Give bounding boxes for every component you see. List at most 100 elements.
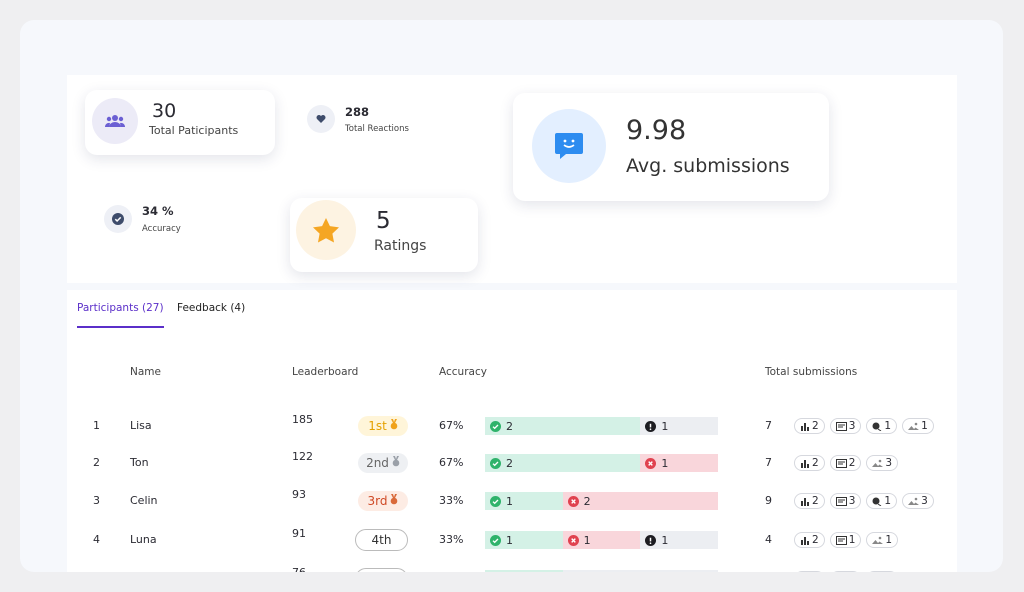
answer-segment: 1 xyxy=(640,531,718,549)
stat-label: Total Reactions xyxy=(345,124,409,134)
participants-icon xyxy=(92,98,138,144)
accuracy-percent: 67% xyxy=(439,456,464,469)
answer-segment: 1 xyxy=(640,454,718,472)
type-chip: 3 xyxy=(866,455,899,471)
answer-segment: 2 xyxy=(485,454,641,472)
table-row: 4 Luna 91 4th 33% 1 1 1 4 2 1 1 xyxy=(67,527,957,551)
type-count: 3 xyxy=(848,420,856,432)
medal-icon xyxy=(390,419,398,433)
rank: 3 xyxy=(93,494,100,507)
type-chip: 2 xyxy=(829,455,862,471)
answer-segment: 2 xyxy=(562,492,718,510)
total-submissions: 4 xyxy=(765,533,772,546)
type-count: 1 xyxy=(884,420,892,432)
score: 185 xyxy=(292,413,313,426)
type-count: 2 xyxy=(812,534,819,546)
type-chip: 3 xyxy=(829,493,862,509)
type-count: 3 xyxy=(885,457,893,469)
ratings-card: 5 Ratings xyxy=(290,198,478,272)
answer-segment: 1 xyxy=(485,492,563,510)
stat-value: 5 xyxy=(376,208,391,234)
column-header: Name xyxy=(130,366,161,378)
participant-name: Celin xyxy=(130,494,158,507)
type-count: 2 xyxy=(812,495,819,507)
submission-types: 2 3 1 1 xyxy=(794,418,934,434)
answer-segment: 2 xyxy=(562,570,718,572)
submissions-card: 9.98 Avg. submissions xyxy=(513,93,829,201)
rank-badge: 4th xyxy=(355,529,408,551)
table-panel: Name Leaderboard Accuracy Total submissi… xyxy=(67,290,957,572)
answer-count: 2 xyxy=(583,494,591,508)
answer-count: 1 xyxy=(506,533,513,547)
ratings-icon xyxy=(296,200,356,260)
app-frame: 30 Total Paticipants 288 Total Reactions… xyxy=(20,20,1003,572)
type-count: 1 xyxy=(885,534,893,546)
stat-value: 34 % xyxy=(142,204,174,218)
type-chip: 1 xyxy=(866,571,899,572)
type-chip: 1 xyxy=(902,418,934,434)
answer-segment: 1 xyxy=(485,570,563,572)
answer-count: 1 xyxy=(661,533,669,547)
stat-value: 30 xyxy=(152,100,177,122)
answer-segment: 1 xyxy=(640,417,718,435)
rank-badge: 3rd xyxy=(358,491,408,511)
participant-name: Ton xyxy=(130,456,149,469)
stat-label: Total Paticipants xyxy=(149,124,239,137)
stat-value: 288 xyxy=(345,105,370,119)
type-count: 2 xyxy=(848,457,856,469)
badge-text: 1st xyxy=(368,419,387,433)
total-submissions: 7 xyxy=(765,419,772,432)
answer-count: 1 xyxy=(583,533,591,547)
type-chip: 1 xyxy=(829,532,862,548)
type-count: 1 xyxy=(884,495,892,507)
score: 76 xyxy=(292,566,306,572)
answer-segment: 1 xyxy=(485,531,563,549)
type-chip: 1 xyxy=(866,493,898,509)
submission-types: 2 2 3 xyxy=(794,455,899,471)
submission-types: 2 1 1 xyxy=(794,532,899,548)
type-chip: 2 xyxy=(794,493,825,509)
column-header: Accuracy xyxy=(439,366,487,378)
rank: 4 xyxy=(93,533,100,546)
tab[interactable]: Feedback (4) xyxy=(177,302,246,314)
type-chip: 2 xyxy=(829,571,862,572)
stat-label: Avg. submissions xyxy=(626,155,790,177)
submissions-icon xyxy=(532,109,606,183)
rank-badge: 5th xyxy=(355,568,408,572)
total-submissions: 9 xyxy=(765,494,772,507)
type-count: 1 xyxy=(921,420,928,432)
participant-name: Lisa xyxy=(130,419,152,432)
accuracy-icon xyxy=(104,205,132,233)
rank: 1 xyxy=(93,419,100,432)
answer-count: 1 xyxy=(661,456,669,470)
type-chip: 1 xyxy=(866,418,898,434)
type-chip: 2 xyxy=(794,532,825,548)
participant-name: Luna xyxy=(130,533,157,546)
badge-text: 2nd xyxy=(366,456,389,470)
rank-badge: 1st xyxy=(358,416,408,436)
answer-count: 1 xyxy=(506,494,513,508)
accuracy-percent: 33% xyxy=(439,494,464,507)
stat-label: Ratings xyxy=(374,238,427,254)
tab[interactable]: Participants (27) xyxy=(77,302,164,328)
type-count: 1 xyxy=(848,534,856,546)
column-header: Leaderboard xyxy=(292,366,359,378)
answer-count: 2 xyxy=(506,419,513,433)
type-count: 2 xyxy=(812,457,819,469)
accuracy-percent: 33% xyxy=(439,533,464,546)
submission-types: 2 3 1 3 xyxy=(794,493,934,509)
type-chip: 1 xyxy=(794,571,825,572)
table-row: 5Gnut765th33%124121 xyxy=(67,566,957,572)
score: 122 xyxy=(292,450,313,463)
type-chip: 2 xyxy=(794,455,825,471)
accuracy-bar: 12 xyxy=(485,570,718,572)
total-submissions: 7 xyxy=(765,456,772,469)
type-chip: 2 xyxy=(794,418,825,434)
type-count: 3 xyxy=(921,495,928,507)
type-chip: 3 xyxy=(829,418,862,434)
answer-segment: 2 xyxy=(485,417,641,435)
rank: 2 xyxy=(93,456,100,469)
